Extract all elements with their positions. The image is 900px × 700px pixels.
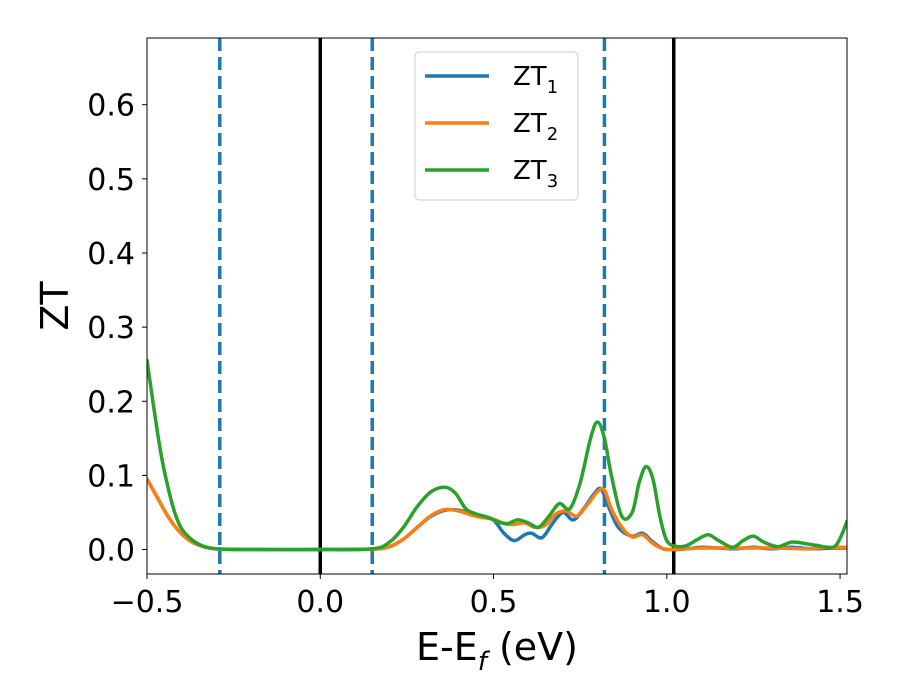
- legend: ZT1 ZT2 ZT3: [414, 51, 579, 201]
- x-axis-label: E-Ef (eV): [416, 625, 578, 677]
- series-lines: [147, 358, 847, 552]
- series-line-zt3: [147, 358, 847, 552]
- legend-box: [414, 51, 579, 201]
- legend-label-zt1: ZT1: [513, 62, 558, 98]
- legend-label-zt3: ZT3: [513, 156, 558, 192]
- y-tick-label: 0.0: [87, 534, 135, 569]
- y-axis-ticks: 0.0 0.1 0.2 0.3 0.4 0.5 0.6: [87, 89, 147, 569]
- y-tick-label: 0.1: [87, 459, 135, 494]
- plot-frame: [146, 37, 848, 575]
- y-tick-label: 0.2: [87, 385, 135, 420]
- x-tick-label: 0.5: [470, 585, 518, 620]
- x-tick-label: 1.0: [643, 585, 691, 620]
- legend-label-zt2: ZT2: [513, 109, 558, 145]
- x-axis-ticks: −0.5 0.0 0.5 1.0 1.5: [111, 38, 864, 620]
- y-tick-label: 0.4: [87, 237, 135, 272]
- x-tick-label: 1.5: [816, 585, 864, 620]
- y-axis-label: ZT: [33, 281, 77, 331]
- y-tick-label: 0.5: [87, 163, 135, 198]
- y-tick-label: 0.3: [87, 311, 135, 346]
- x-tick-label: 0.0: [296, 585, 344, 620]
- vertical-lines: [218, 38, 676, 574]
- x-tick-label: −0.5: [111, 585, 184, 620]
- y-tick-label: 0.6: [87, 89, 135, 124]
